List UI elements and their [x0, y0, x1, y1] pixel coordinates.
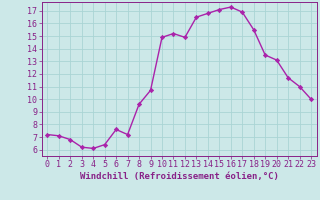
X-axis label: Windchill (Refroidissement éolien,°C): Windchill (Refroidissement éolien,°C) [80, 172, 279, 181]
